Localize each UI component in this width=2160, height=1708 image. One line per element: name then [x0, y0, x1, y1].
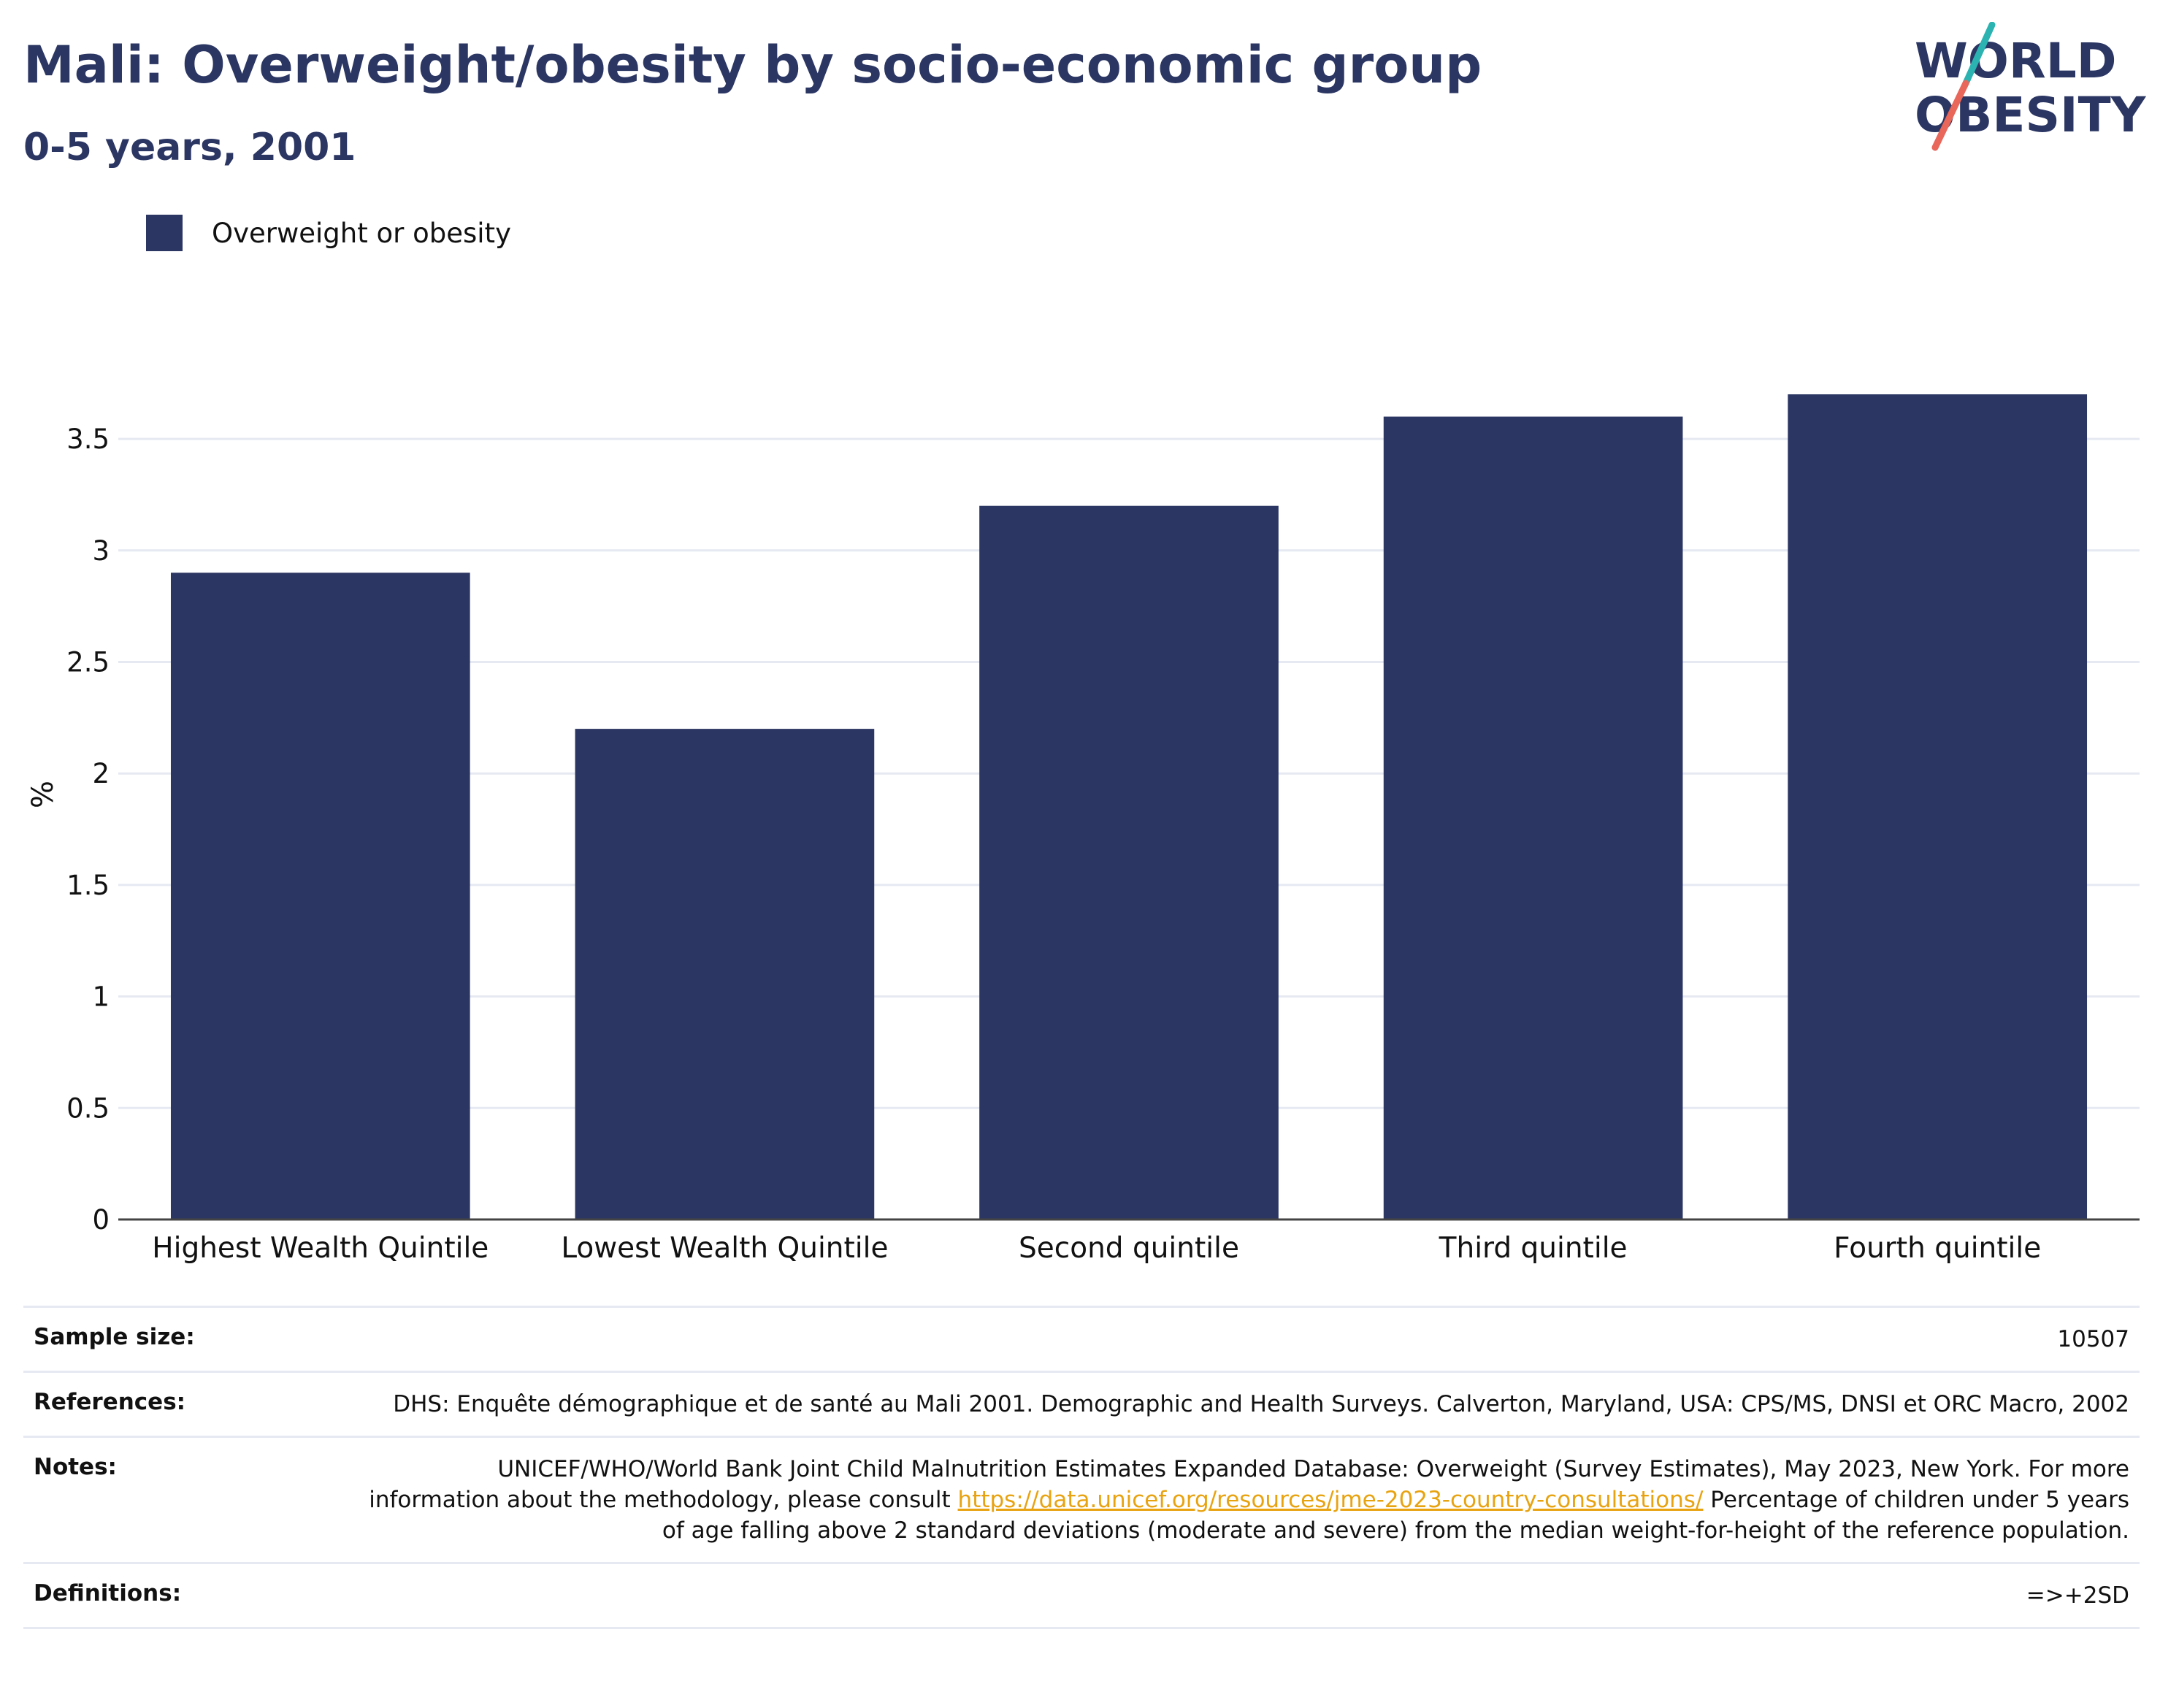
- logo-slash-top: [1962, 22, 1996, 87]
- references-label: References:: [23, 1371, 351, 1438]
- x-tick-label: Second quintile: [1019, 1232, 1239, 1265]
- references-value: DHS: Enquête démographique et de santé a…: [351, 1371, 2140, 1438]
- notes-text-1: UNICEF/WHO/World Bank Joint Child Malnut…: [369, 1456, 2129, 1513]
- world-obesity-logo: WORLD OBESITY: [1915, 22, 2147, 151]
- bar: [1383, 416, 1683, 1219]
- y-tick-label: 0.5: [66, 1092, 110, 1124]
- info-table: Sample size: 10507 References: DHS: Enqu…: [23, 1306, 2140, 1629]
- methodology-link[interactable]: https://data.unicef.org/resources/jme-20…: [957, 1487, 1704, 1513]
- y-tick-label: 1.5: [66, 870, 110, 901]
- notes-value: UNICEF/WHO/World Bank Joint Child Malnut…: [351, 1436, 2140, 1564]
- references-row: References: DHS: Enquête démographique e…: [23, 1371, 2140, 1438]
- notes-text-2: Percentage of children under 5 years of …: [662, 1487, 2129, 1544]
- definitions-row: Definitions: =>+2SD: [23, 1562, 2140, 1629]
- x-tick-label: Third quintile: [1439, 1232, 1628, 1265]
- notes-label: Notes:: [23, 1436, 351, 1564]
- y-axis-label: %: [26, 781, 60, 808]
- legend-swatch: [146, 215, 183, 251]
- y-tick-labels: 0 0.5 1 1.5 2 2.5 3 3.5: [66, 424, 110, 1236]
- y-tick-label: 2.5: [66, 646, 110, 678]
- y-tick-label: 0: [92, 1204, 110, 1236]
- y-tick-label: 3.5: [66, 424, 110, 455]
- x-tick-label: Lowest Wealth Quintile: [561, 1232, 888, 1265]
- definitions-value: =>+2SD: [351, 1562, 2140, 1629]
- chart-title: Mali: Overweight/obesity by socio-econom…: [23, 35, 1482, 95]
- y-tick-label: 2: [92, 758, 110, 789]
- y-tick-label: 1: [92, 981, 110, 1013]
- logo-line-1: WORLD: [1915, 33, 2117, 89]
- sample-size-value: 10507: [351, 1306, 2140, 1373]
- definitions-label: Definitions:: [23, 1562, 351, 1629]
- x-tick-labels: Highest Wealth Quintile Lowest Wealth Qui…: [152, 1232, 2041, 1265]
- sample-size-label: Sample size:: [23, 1306, 351, 1373]
- y-tick-label: 3: [92, 535, 110, 567]
- logo-slash-bottom: [1931, 80, 1969, 151]
- bar: [1788, 394, 2088, 1219]
- legend: Overweight or obesity: [146, 215, 511, 251]
- legend-label: Overweight or obesity: [212, 217, 511, 249]
- bar-chart: 0 0.5 1 1.5 2 2.5 3 3.5 Highest Wealth Quintile…: [26, 394, 2140, 1265]
- bar: [575, 729, 875, 1219]
- bars: [170, 394, 2088, 1219]
- sample-size-row: Sample size: 10507: [23, 1306, 2140, 1373]
- bar: [979, 505, 1279, 1219]
- notes-row: Notes: UNICEF/WHO/World Bank Joint Child…: [23, 1436, 2140, 1564]
- chart-subtitle: 0-5 years, 2001: [23, 126, 356, 169]
- x-tick-label: Highest Wealth Quintile: [152, 1232, 489, 1265]
- bar: [170, 572, 470, 1219]
- x-tick-label: Fourth quintile: [1834, 1232, 2041, 1265]
